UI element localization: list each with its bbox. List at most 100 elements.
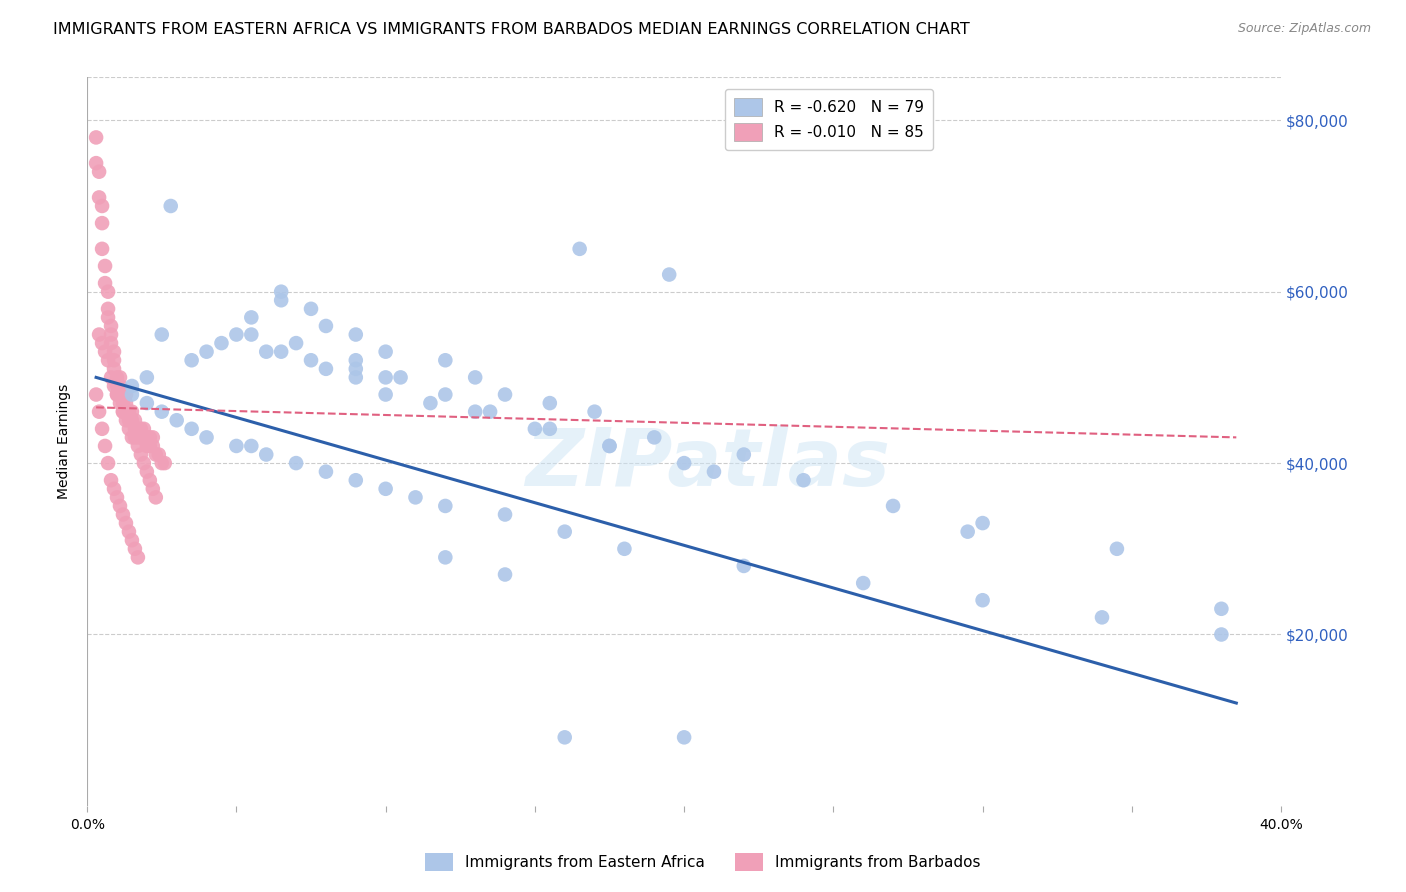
Point — [111, 387, 134, 401]
Point — [852, 576, 875, 591]
Point — [105, 387, 128, 401]
Y-axis label: Median Earnings: Median Earnings — [58, 384, 72, 500]
Point — [127, 550, 149, 565]
Legend: R = -0.620   N = 79, R = -0.010   N = 85: R = -0.620 N = 79, R = -0.010 N = 85 — [725, 88, 934, 150]
Point — [299, 301, 322, 316]
Point — [434, 499, 457, 513]
Point — [494, 387, 516, 401]
Point — [240, 310, 263, 325]
Point — [129, 422, 152, 436]
Point — [479, 405, 502, 419]
Point — [554, 731, 576, 745]
Point — [111, 405, 134, 419]
Point — [115, 516, 138, 530]
Point — [643, 430, 665, 444]
Text: Source: ZipAtlas.com: Source: ZipAtlas.com — [1237, 22, 1371, 36]
Point — [91, 336, 114, 351]
Point — [121, 430, 143, 444]
Point — [583, 405, 606, 419]
Point — [494, 567, 516, 582]
Point — [118, 413, 141, 427]
Point — [166, 413, 188, 427]
Point — [87, 327, 110, 342]
Point — [135, 430, 157, 444]
Point — [100, 336, 122, 351]
Point — [464, 370, 486, 384]
Point — [1211, 601, 1233, 615]
Point — [124, 422, 146, 436]
Point — [180, 422, 202, 436]
Point — [121, 405, 143, 419]
Point — [115, 396, 138, 410]
Point — [464, 405, 486, 419]
Point — [142, 430, 165, 444]
Point — [270, 344, 292, 359]
Point — [118, 524, 141, 539]
Point — [94, 344, 117, 359]
Point — [115, 387, 138, 401]
Point — [91, 216, 114, 230]
Point — [111, 405, 134, 419]
Point — [100, 473, 122, 487]
Point — [195, 344, 218, 359]
Point — [105, 387, 128, 401]
Point — [211, 336, 233, 351]
Point — [129, 448, 152, 462]
Point — [132, 456, 155, 470]
Point — [84, 130, 107, 145]
Point — [127, 430, 149, 444]
Point — [150, 456, 173, 470]
Point — [115, 413, 138, 427]
Point — [598, 439, 620, 453]
Point — [91, 422, 114, 436]
Point — [121, 379, 143, 393]
Point — [434, 353, 457, 368]
Point — [153, 456, 176, 470]
Point — [972, 593, 994, 607]
Point — [129, 430, 152, 444]
Point — [374, 482, 396, 496]
Point — [135, 465, 157, 479]
Point — [315, 318, 337, 333]
Point — [97, 456, 120, 470]
Point — [703, 465, 725, 479]
Point — [103, 482, 125, 496]
Point — [673, 456, 696, 470]
Point — [94, 276, 117, 290]
Point — [598, 439, 620, 453]
Point — [103, 361, 125, 376]
Point — [97, 285, 120, 299]
Point — [103, 379, 125, 393]
Point — [270, 285, 292, 299]
Point — [132, 430, 155, 444]
Point — [87, 405, 110, 419]
Point — [100, 327, 122, 342]
Point — [254, 448, 277, 462]
Point — [1091, 610, 1114, 624]
Point — [132, 422, 155, 436]
Point — [434, 550, 457, 565]
Point — [91, 199, 114, 213]
Point — [554, 524, 576, 539]
Point — [344, 353, 367, 368]
Point — [94, 259, 117, 273]
Point — [84, 387, 107, 401]
Point — [105, 491, 128, 505]
Point — [225, 439, 247, 453]
Point — [108, 499, 131, 513]
Point — [139, 473, 162, 487]
Point — [389, 370, 412, 384]
Point — [792, 473, 814, 487]
Point — [148, 448, 170, 462]
Point — [127, 422, 149, 436]
Point — [225, 327, 247, 342]
Point — [145, 491, 167, 505]
Point — [91, 242, 114, 256]
Point — [150, 327, 173, 342]
Point — [270, 293, 292, 308]
Point — [159, 199, 181, 213]
Point — [180, 353, 202, 368]
Point — [344, 327, 367, 342]
Point — [142, 439, 165, 453]
Point — [108, 379, 131, 393]
